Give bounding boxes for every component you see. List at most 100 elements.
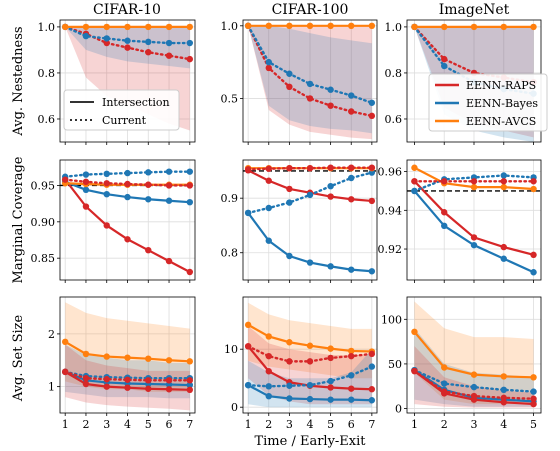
y-tick-label: 0.6 (385, 113, 403, 126)
x-tick-label: 1 (245, 418, 252, 431)
point-raps (327, 102, 334, 109)
point-raps (145, 181, 152, 188)
y-tick-label: 1 (48, 381, 55, 394)
point-bayes (82, 171, 90, 178)
x-tick-label: 2 (82, 418, 89, 431)
row-label-nestedness: Avg. Nestedness (11, 26, 26, 136)
point-bayes (441, 380, 448, 387)
plot-area (411, 301, 537, 408)
point-bayes (145, 38, 152, 46)
y-tick-label: 0.5 (221, 92, 239, 105)
point-avcs (124, 23, 131, 31)
point-avcs (411, 328, 418, 335)
point-raps (82, 178, 90, 186)
point-bayes (103, 170, 110, 178)
point-bayes (327, 377, 334, 385)
row-label-coverage: Marginal Coverage (11, 156, 26, 283)
point-raps (327, 354, 334, 362)
point-avcs (61, 23, 69, 31)
point-avcs (186, 23, 194, 31)
y-tick-label: 1.0 (385, 21, 403, 34)
point-avcs (186, 358, 194, 365)
point-bayes (348, 92, 355, 99)
point-bayes (348, 174, 355, 182)
x-tick-label: 1 (411, 418, 418, 431)
band-bayes (248, 25, 372, 134)
point-bayes (286, 252, 293, 260)
point-bayes (124, 169, 131, 177)
point-raps (348, 196, 355, 203)
point-raps (124, 180, 131, 188)
point-raps (165, 377, 173, 384)
point-raps (103, 39, 110, 47)
legend-label-intersection: Intersection (102, 96, 170, 109)
point-raps (500, 394, 507, 402)
point-avcs (244, 321, 252, 329)
band-avcs (248, 302, 372, 379)
point-bayes (411, 187, 418, 195)
point-raps (82, 380, 90, 388)
plot-area (244, 22, 376, 140)
legend-label-avcs: EENN-AVCS (466, 115, 536, 128)
x-tick-label: 2 (265, 418, 272, 431)
point-bayes (145, 196, 152, 203)
point-raps (530, 400, 537, 408)
y-tick-label: 0.92 (378, 243, 403, 256)
panel-r0-c1: 0.5 1.0 (221, 19, 378, 145)
point-bayes (306, 80, 314, 88)
point-bayes (145, 169, 152, 176)
point-raps (124, 376, 131, 383)
point-avcs (244, 22, 252, 30)
y-tick-label: 1.0 (38, 21, 56, 34)
point-bayes (368, 363, 376, 370)
x-axis-label: Time / Early-Exit (254, 434, 366, 449)
point-avcs (470, 23, 478, 31)
point-avcs (530, 23, 537, 31)
point-avcs (306, 342, 314, 349)
point-bayes (368, 268, 376, 275)
point-bayes (103, 35, 110, 42)
y-tick-label: 0.96 (378, 166, 403, 179)
point-raps (103, 383, 110, 390)
point-bayes (103, 190, 110, 198)
point-raps (306, 164, 314, 172)
point-bayes (327, 396, 334, 403)
point-bayes (441, 222, 448, 230)
point-bayes (286, 382, 293, 389)
point-raps (441, 55, 448, 63)
x-tick-label: 4 (307, 418, 314, 431)
point-avcs (500, 23, 507, 31)
y-tick-label: 0.9 (221, 192, 239, 205)
point-avcs (286, 339, 293, 346)
point-bayes (265, 58, 272, 66)
point-raps (186, 268, 194, 276)
point-avcs (500, 373, 507, 380)
point-bayes (368, 397, 376, 404)
point-raps (368, 164, 376, 171)
panel-r1-c1: 0.8 0.9 (221, 159, 378, 283)
y-tick-label: 0.8 (221, 247, 239, 260)
point-raps (500, 243, 507, 251)
point-bayes (306, 381, 314, 389)
point-bayes (124, 193, 131, 201)
panel-r1-c0: 0.85 0.90 0.95 (31, 159, 196, 283)
point-raps (82, 375, 90, 382)
point-raps (145, 246, 152, 254)
legend-linestyle: Intersection Current (63, 89, 180, 131)
point-avcs (530, 374, 537, 381)
point-bayes (368, 99, 376, 106)
point-bayes (186, 39, 194, 47)
point-raps (500, 178, 507, 185)
point-raps (348, 352, 355, 360)
point-raps (500, 399, 507, 406)
point-raps (411, 178, 418, 185)
point-raps (286, 358, 293, 365)
point-raps (348, 385, 355, 392)
point-bayes (244, 381, 252, 389)
point-bayes (348, 396, 355, 403)
y-tick-label: 0.8 (385, 67, 403, 80)
plot-area (61, 302, 194, 411)
point-avcs (441, 364, 448, 371)
point-raps (145, 49, 152, 56)
point-avcs (470, 371, 478, 378)
